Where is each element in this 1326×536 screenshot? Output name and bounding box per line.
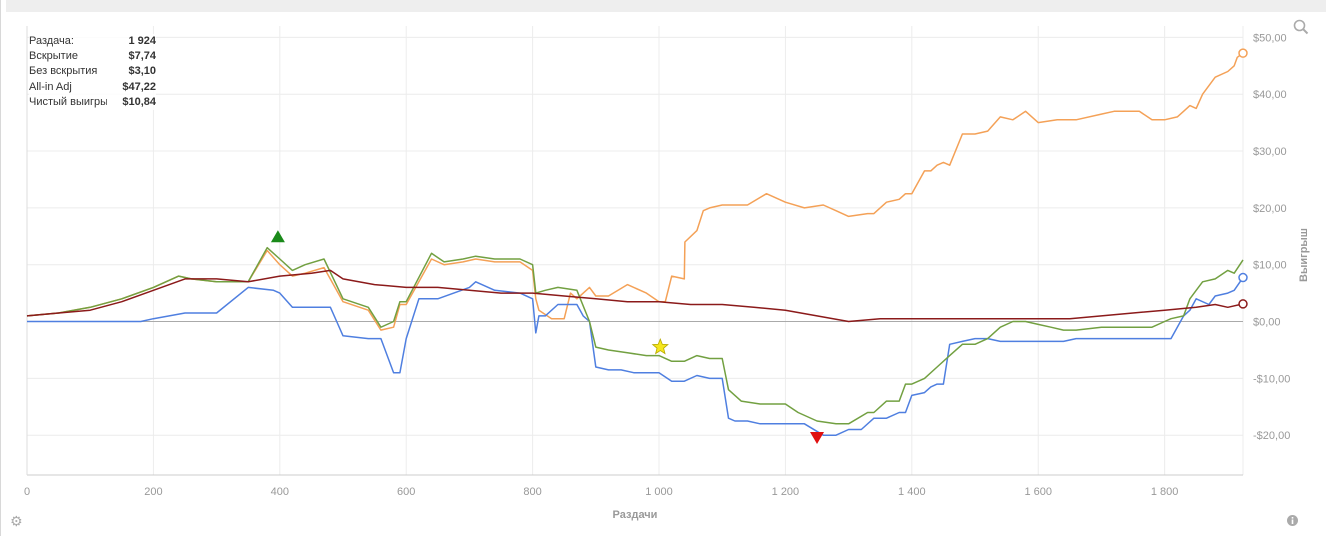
series-end-point-noshowdown: [1238, 299, 1248, 309]
stat-label: Чистый выигрыш: [29, 95, 107, 108]
info-icon[interactable]: [1287, 515, 1298, 528]
x-tick-label: 1 200: [772, 486, 800, 498]
series-line-showdown: [27, 277, 1244, 436]
star-marker: [651, 338, 669, 355]
y-tick-label: $20,00: [1253, 203, 1287, 215]
x-tick-label: 1 400: [898, 486, 926, 498]
x-tick-label: 1 600: [1024, 486, 1052, 498]
stat-value: $3,10: [128, 65, 156, 78]
gear-icon[interactable]: ⚙: [10, 513, 23, 529]
chart-markers: [270, 230, 825, 445]
left-panel-edge: [0, 0, 1, 536]
series-line-allin: [26, 52, 1244, 331]
x-tick-label: 0: [24, 486, 30, 498]
series-line-net: [26, 246, 1244, 425]
y-tick-label: $30,00: [1253, 146, 1287, 158]
chart-series: [26, 48, 1248, 436]
y-tick-label: $0,00: [1253, 317, 1281, 329]
y-tick-label: $50,00: [1253, 32, 1287, 44]
stat-row-net-won: Чистый выигрыш $10,84: [29, 95, 156, 110]
max-point-marker: [270, 230, 285, 243]
y-tick-label: -$10,00: [1253, 373, 1290, 385]
y-tick-label: -$20,00: [1253, 430, 1290, 442]
x-tick-label: 800: [523, 486, 541, 498]
y-tick-label: $40,00: [1253, 89, 1287, 101]
series-end-point-allin: [1238, 48, 1248, 58]
stat-label: Вскрытие: [29, 50, 78, 63]
stat-row-non-showdown: Без вскрытия $3,10: [29, 64, 156, 79]
x-tick-label: 200: [144, 486, 162, 498]
x-axis-label: Раздачи: [613, 509, 658, 521]
top-toolbar-strip: [6, 0, 1326, 12]
stat-value: 1 924: [128, 35, 156, 47]
x-tick-label: 1 000: [645, 486, 673, 498]
stat-label: All-in Adj: [29, 80, 72, 93]
x-tick-label: 400: [271, 486, 289, 498]
stats-box: Раздача: 1 924 Вскрытие $7,74 Без вскрыт…: [29, 34, 156, 110]
stat-value: $10,84: [122, 95, 156, 108]
zoom-icon[interactable]: [1293, 19, 1309, 37]
stat-value: $47,22: [122, 80, 156, 93]
stat-label: Раздача:: [29, 35, 74, 47]
chart-axes: 0 200 400 600 800 1 000 1 200 1 400 1 600 1 800 $5…: [24, 26, 1290, 498]
x-tick-label: 600: [397, 486, 415, 498]
y-axis-label: Выигрыш: [1298, 228, 1310, 282]
x-tick-label: 1 800: [1151, 486, 1179, 498]
y-tick-label: $10,00: [1253, 260, 1287, 272]
stat-label: Без вскрытия: [29, 65, 98, 78]
stat-row-showdown: Вскрытие $7,74: [29, 49, 156, 64]
min-point-marker: [810, 432, 825, 445]
stat-value: $7,74: [128, 50, 156, 63]
series-end-point-showdown: [1238, 272, 1248, 283]
stat-row-allin-adj: All-in Adj $47,22: [29, 80, 156, 95]
chart-grid: [26, 26, 1244, 475]
series-line-noshowdown: [26, 269, 1244, 323]
stat-row-hands: Раздача: 1 924: [29, 34, 156, 49]
